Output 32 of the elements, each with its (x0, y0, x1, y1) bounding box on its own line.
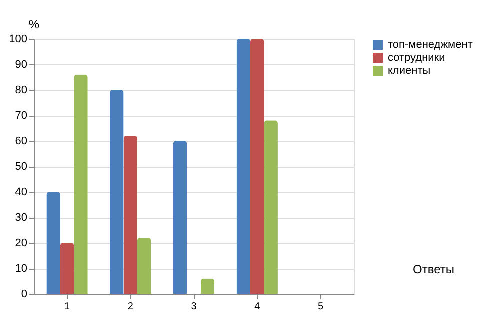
y-tick-label: 40 (15, 186, 28, 198)
y-axis-title: % (28, 18, 40, 32)
bar (110, 90, 124, 294)
x-tick-label: 1 (64, 302, 70, 312)
y-tick-label: 50 (15, 161, 28, 173)
bar (236, 39, 250, 294)
y-tick-label: 0 (21, 288, 28, 300)
y-tick-label: 100 (9, 34, 28, 46)
y-tick-label: 80 (15, 84, 28, 96)
bar (200, 278, 215, 294)
x-tick-label: 4 (254, 302, 261, 312)
x-tick-label: 3 (191, 302, 198, 312)
bar (46, 192, 60, 294)
bar (138, 238, 152, 294)
bar (173, 141, 188, 294)
x-tick-label: 5 (318, 302, 324, 312)
y-tick-label: 60 (15, 136, 28, 148)
bar (264, 120, 278, 294)
bar (60, 243, 74, 294)
y-tick-label: 30 (15, 212, 28, 224)
y-tick-label: 10 (15, 263, 28, 275)
x-tick-label: 2 (128, 302, 134, 312)
bar (124, 136, 138, 294)
bar (250, 39, 264, 294)
bar (74, 74, 88, 294)
y-tick-label: 70 (15, 110, 28, 122)
y-tick-label: 20 (15, 238, 28, 250)
legend-label: топ-менеджмент (388, 39, 473, 51)
legend-label: сотрудники (388, 52, 446, 64)
x-axis-title: Ответы (413, 262, 454, 276)
legend-label: клиенты (388, 65, 431, 77)
y-tick-label: 90 (15, 59, 28, 71)
